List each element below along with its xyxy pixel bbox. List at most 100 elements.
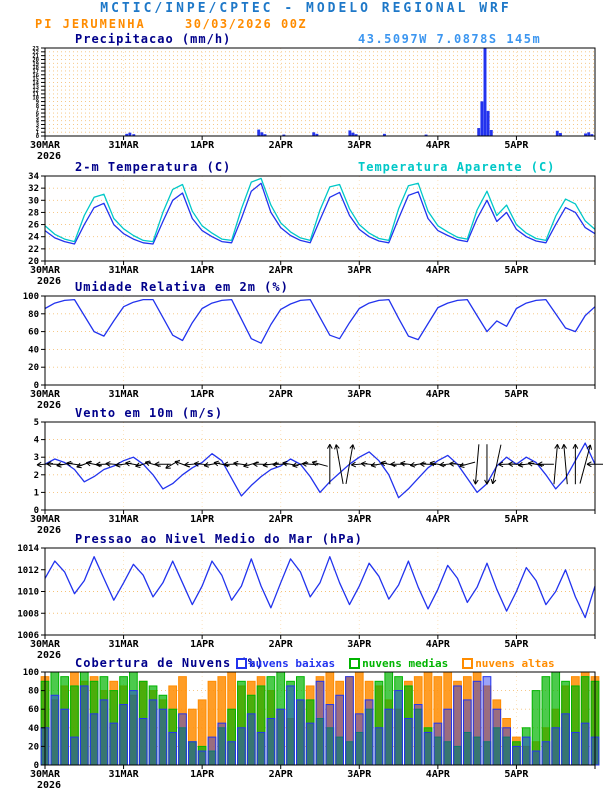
nuvens-bars-blue [40,676,600,766]
nuvens-frame [44,671,596,766]
axis-label: 30 [28,196,39,206]
axis-label: 1APR [190,265,215,276]
axis-label: 4APR [426,639,451,650]
axis-label: 5APR [504,769,529,780]
axis-label: 80 [28,310,39,320]
axis-label: 5APR [504,140,529,151]
axis-label: 2026 [37,276,61,287]
legend-label-medias: nuvens medias [362,657,449,670]
axis-label: 32 [28,184,39,194]
axis-label: 1014 [17,544,39,554]
axis-label: 31MAR [109,389,140,400]
axis-label: 10 [32,96,39,102]
axis-label: 40 [28,724,39,734]
axis-label: 30MAR [30,769,61,780]
legend-swatch-medias-icon [349,658,361,669]
axis-label: 6 [36,111,40,117]
vento-ticks [41,421,596,514]
axis-label: 2026 [37,400,61,411]
axis-label: 34 [28,172,39,182]
axis-label: 5APR [504,514,529,525]
axis-label: 60 [28,705,39,715]
station-coords: 43.5097W 7.0878S 145m [358,32,542,46]
axis-label: 4APR [426,769,451,780]
pressao-gridlines [45,548,595,635]
axis-label: 30MAR [30,639,61,650]
axis-label: 21 [32,54,39,60]
legend-label-altas: nuvens altas [475,657,555,670]
station-name: PI JERUMENHA [35,17,146,31]
umidade-frame [44,295,596,386]
axis-label: 2APR [269,389,294,400]
axis-label: 5 [36,115,39,121]
axis-label: 0 [34,381,39,391]
panel-title-temperatura: 2-m Temperatura (C) [75,160,232,174]
axis-label: 2APR [269,514,294,525]
axis-label: 2026 [37,780,61,791]
axis-label: 23 [32,46,39,52]
axis-label: 1012 [17,566,39,576]
panel-title-umidade: Umidade Relativa em 2m (%) [75,280,289,294]
axis-label: 18 [32,65,39,71]
nuvens-panel: 0 20 40 60 80 100 30MAR 31MAR 1APR 2APR 3APR 4APR 5A… [23,668,600,791]
axis-label: 40 [28,345,39,355]
axis-label: 31MAR [109,769,140,780]
axis-label: 22 [32,50,39,56]
axis-label: 4APR [426,265,451,276]
axis-label: 2APR [269,140,294,151]
axis-label: 2026 [37,525,61,536]
axis-label: 1APR [190,769,215,780]
umidade-panel: 0 20 40 60 80 100 30MAR 31MAR 1APR 2APR 3APR 4APR 5A… [23,292,596,411]
axis-label: 28 [28,208,39,218]
vento-frame [44,421,596,511]
axis-label: 4APR [426,140,451,151]
axis-label: 30MAR [30,514,61,525]
axis-label: 2 [34,471,39,481]
axis-label: 16 [32,73,39,79]
axis-label: 3APR [347,140,372,151]
axis-label: 20 [28,363,39,373]
pressao-frame [44,547,596,636]
axis-label: 1APR [190,514,215,525]
pressao-line-blue [44,556,596,619]
axis-label: 3 [34,453,39,463]
axis-label: 3APR [347,769,372,780]
axis-label: 2026 [37,151,61,162]
axis-label: 2APR [269,265,294,276]
axis-label: 2APR [269,639,294,650]
run-datetime: 30/03/2026 00Z [185,17,308,31]
axis-label: 1APR [190,389,215,400]
legend-swatch-altas-icon [462,658,474,669]
axis-label: 20 [32,57,39,63]
axis-label: 24 [28,233,39,243]
precipitacao-ticks [41,47,596,140]
panel-title-temperatura-aparente: Temperatura Aparente (C) [358,160,556,174]
axis-label: 12 [32,88,39,94]
axis-label: 1 [36,130,40,136]
axis-label: 31MAR [109,265,140,276]
axis-label: 0 [34,506,39,516]
axis-label: 2 [36,126,39,132]
axis-label: 80 [28,687,39,697]
precipitacao-frame [44,47,596,137]
axis-label: 31MAR [109,140,140,151]
axis-label: 13 [32,84,39,90]
wind-arrows [36,444,603,485]
axis-label: 3APR [347,265,372,276]
umidade-ticks [41,295,596,389]
axis-label: 20 [28,742,39,752]
axis-label: 8 [36,103,39,109]
axis-label: 30MAR [30,389,61,400]
axis-label: 5APR [504,265,529,276]
panel-title-pressao: Pressao ao Nivel Medio do Mar (hPa) [75,532,363,546]
axis-label: 2APR [269,769,294,780]
nuvens-ticks [41,671,596,769]
axis-label: 4 [34,436,40,446]
axis-label: 0 [36,134,39,140]
legend-label-baixas: nuvens baixas [249,657,336,670]
pressao-panel: 1006 1008 1010 1012 1014 30MAR 31MAR 1APR 2APR 3A… [17,544,596,661]
axis-label: 100 [23,292,39,302]
vento-line-blue [44,442,596,499]
axis-label: 0 [34,761,39,771]
